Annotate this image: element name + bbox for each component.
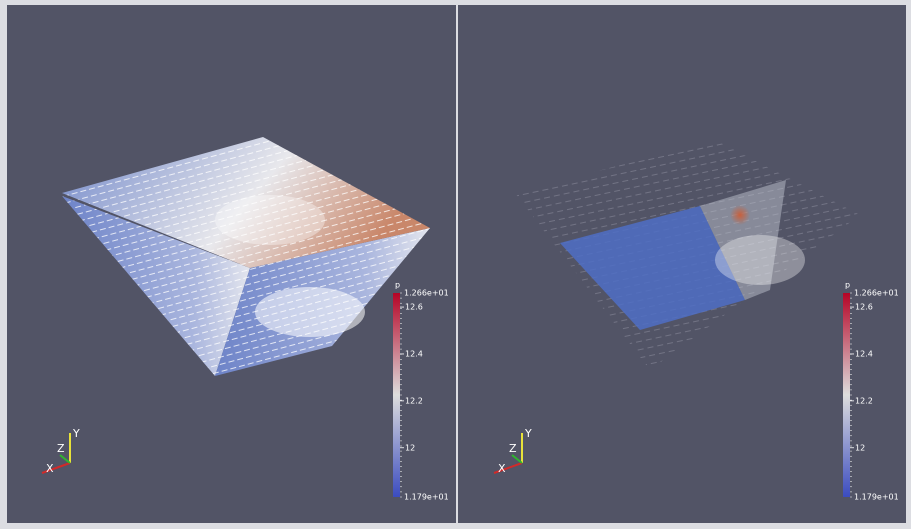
slice-and-glyphs bbox=[515, 140, 860, 370]
colorbar-tick-label: 12.6 bbox=[405, 303, 423, 312]
axis-label-x: X bbox=[498, 462, 506, 475]
colorbar-max-label: 1.266e+01 bbox=[854, 289, 899, 298]
colorbar-tick-label: 12 bbox=[855, 443, 865, 452]
axis-label-y: Y bbox=[524, 427, 532, 440]
axis-x bbox=[41, 462, 71, 474]
axis-label-y: Y bbox=[72, 427, 80, 440]
colorbar-min-label: 1.179e+01 bbox=[854, 493, 899, 502]
vector-glyph-mesh bbox=[62, 137, 430, 376]
colorbar-tick-label: 12.4 bbox=[855, 349, 873, 358]
colorbar-min-label: 1.179e+01 bbox=[404, 493, 449, 502]
colorbar-max-label: 1.266e+01 bbox=[404, 289, 449, 298]
colorbar bbox=[393, 293, 400, 497]
colorbar-title: p bbox=[395, 281, 400, 290]
colorbar-tick-label: 12.2 bbox=[855, 396, 873, 405]
axis-x bbox=[493, 462, 523, 474]
axis-z bbox=[59, 454, 71, 464]
colorbar-tick-label: 12 bbox=[405, 443, 415, 452]
colorbar-tick-label: 12.4 bbox=[405, 349, 423, 358]
axis-z bbox=[511, 454, 523, 464]
colorbar-tick-label: 12.6 bbox=[855, 303, 873, 312]
axis-label-z: Z bbox=[57, 442, 65, 455]
colorbar-title: p bbox=[845, 281, 850, 290]
axis-label-z: Z bbox=[509, 442, 517, 455]
colorbar-tick-label: 12.2 bbox=[405, 396, 423, 405]
colorbar bbox=[843, 293, 850, 497]
axis-label-x: X bbox=[46, 462, 54, 475]
